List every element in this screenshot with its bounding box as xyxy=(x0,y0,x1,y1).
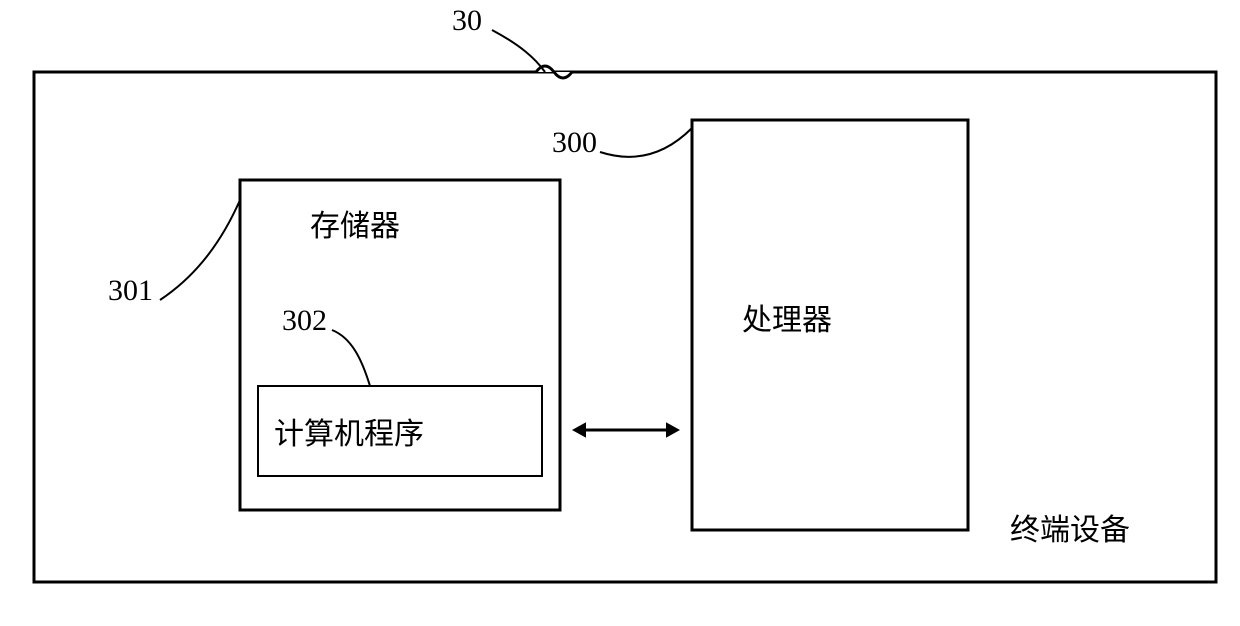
svg-text:终端设备: 终端设备 xyxy=(1010,514,1130,547)
svg-text:处理器: 处理器 xyxy=(742,304,832,337)
svg-text:301: 301 xyxy=(108,274,153,307)
svg-text:302: 302 xyxy=(282,304,327,337)
svg-text:存储器: 存储器 xyxy=(310,210,400,243)
svg-text:30: 30 xyxy=(452,4,482,37)
svg-text:计算机程序: 计算机程序 xyxy=(274,418,424,451)
svg-text:300: 300 xyxy=(552,126,597,159)
